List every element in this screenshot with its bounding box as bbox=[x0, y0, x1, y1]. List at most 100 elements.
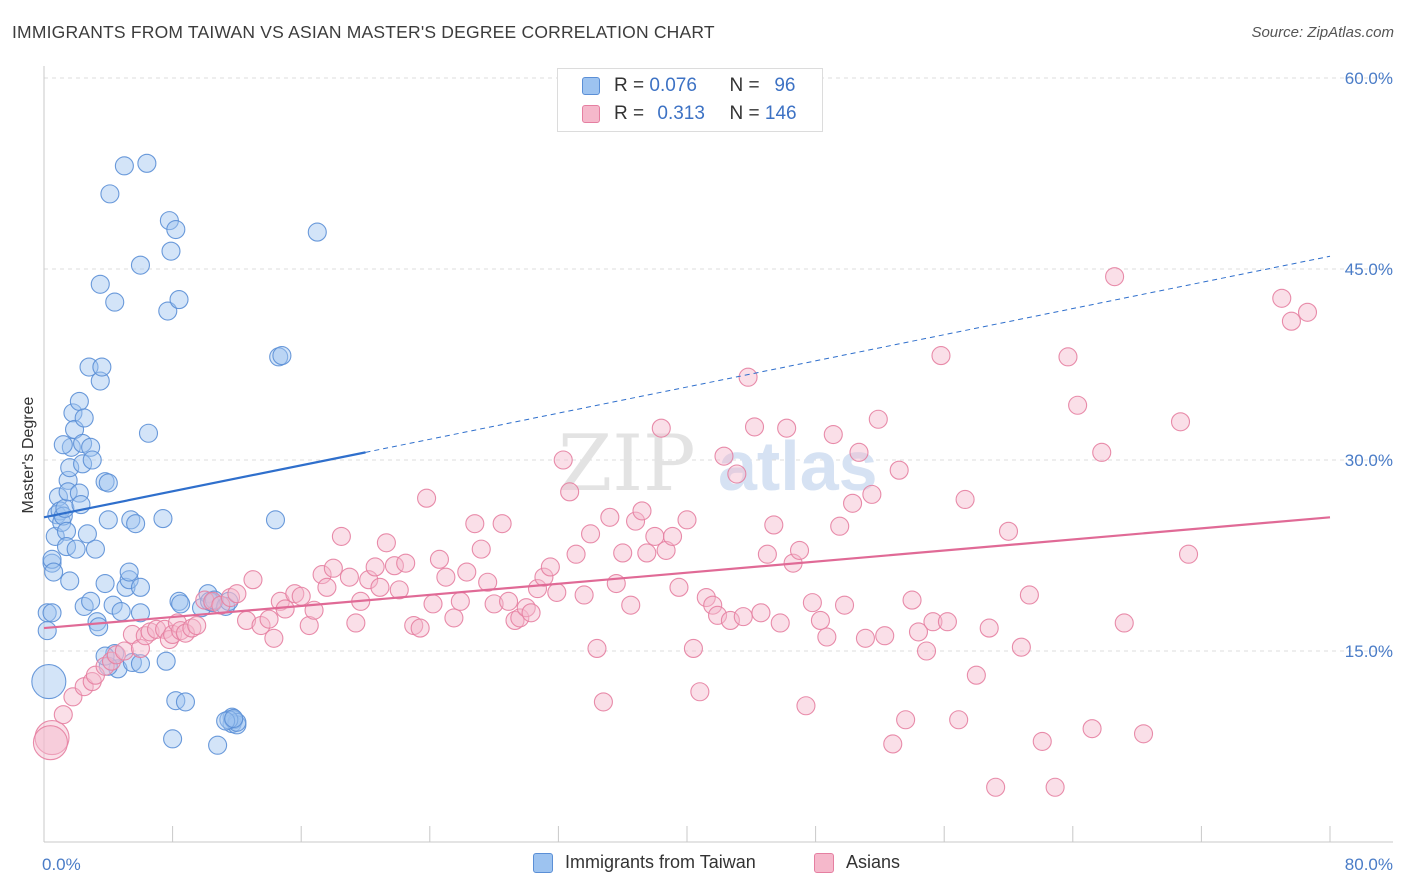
trend-line-taiwan bbox=[43, 451, 366, 519]
point-taiwan bbox=[44, 562, 64, 582]
point-taiwan bbox=[66, 539, 86, 559]
point-asians bbox=[843, 493, 863, 513]
point-taiwan bbox=[169, 290, 189, 310]
point-asians bbox=[465, 514, 485, 534]
point-asians bbox=[323, 558, 343, 578]
point-asians bbox=[626, 511, 646, 531]
point-taiwan bbox=[137, 153, 157, 173]
point-asians bbox=[751, 603, 771, 623]
point-taiwan bbox=[307, 222, 327, 242]
point-asians bbox=[389, 580, 409, 600]
point-asians bbox=[211, 595, 231, 615]
point-asians bbox=[547, 582, 567, 602]
legend: R = 0.076 N = 96 R = 0.313 N = 146 bbox=[557, 68, 823, 132]
point-asians bbox=[757, 544, 777, 564]
point-taiwan bbox=[95, 472, 115, 492]
point-asians bbox=[553, 450, 573, 470]
point-asians bbox=[499, 591, 519, 611]
point-asians bbox=[738, 367, 758, 387]
point-asians bbox=[830, 516, 850, 536]
point-asians bbox=[264, 628, 284, 648]
point-asians bbox=[291, 586, 311, 606]
point-asians bbox=[1281, 311, 1301, 331]
point-taiwan bbox=[42, 603, 62, 623]
data-points bbox=[31, 153, 1318, 797]
point-taiwan bbox=[114, 156, 134, 176]
trend-line-taiwan-extension bbox=[365, 255, 1331, 453]
x-tick-label-max: 80.0% bbox=[1345, 855, 1393, 874]
bottom-legend-swatch-asians bbox=[814, 853, 834, 873]
point-asians bbox=[1178, 544, 1199, 564]
point-asians bbox=[566, 544, 586, 564]
point-asians bbox=[339, 567, 359, 587]
legend-r-value: 0.076 bbox=[649, 75, 697, 96]
point-asians bbox=[955, 489, 975, 510]
point-taiwan bbox=[89, 617, 109, 637]
point-asians bbox=[656, 540, 676, 560]
point-taiwan bbox=[90, 371, 110, 391]
point-asians bbox=[478, 572, 498, 592]
point-asians bbox=[365, 557, 385, 577]
point-asians bbox=[1011, 637, 1031, 657]
point-taiwan bbox=[130, 654, 150, 674]
trend-line-asians bbox=[43, 516, 1331, 630]
point-asians bbox=[299, 615, 319, 636]
point-taiwan bbox=[74, 596, 94, 616]
legend-r-label: R = bbox=[614, 103, 645, 124]
point-taiwan bbox=[90, 274, 110, 294]
point-asians bbox=[417, 488, 437, 508]
point-asians bbox=[593, 692, 613, 712]
point-asians bbox=[32, 725, 68, 761]
point-taiwan bbox=[98, 510, 118, 530]
point-asians bbox=[733, 607, 753, 627]
point-taiwan bbox=[56, 521, 77, 541]
point-asians bbox=[916, 641, 937, 661]
legend-swatch-asians bbox=[582, 105, 600, 123]
point-asians bbox=[243, 570, 263, 590]
point-taiwan bbox=[204, 590, 224, 610]
point-asians bbox=[1019, 585, 1039, 605]
point-asians bbox=[600, 507, 620, 527]
point-asians bbox=[802, 593, 822, 613]
point-asians bbox=[560, 482, 580, 502]
point-taiwan bbox=[98, 473, 118, 493]
point-taiwan bbox=[53, 435, 73, 455]
point-taiwan bbox=[119, 570, 139, 590]
point-asians bbox=[251, 615, 271, 636]
point-asians bbox=[796, 696, 816, 716]
point-taiwan bbox=[156, 651, 176, 671]
point-asians bbox=[651, 418, 671, 438]
point-asians bbox=[1032, 731, 1052, 751]
point-asians bbox=[908, 622, 929, 642]
point-asians bbox=[471, 539, 491, 559]
point-asians bbox=[167, 613, 187, 633]
point-taiwan bbox=[63, 403, 83, 423]
point-taiwan bbox=[60, 458, 80, 478]
point-taiwan bbox=[265, 510, 286, 530]
point-asians bbox=[966, 665, 986, 685]
axis-labels: 15.0% 30.0% 45.0% 60.0% 0.0% 80.0% Master's De… bbox=[20, 69, 1393, 874]
y-tick-label: 15.0% bbox=[1345, 642, 1393, 661]
point-asians bbox=[580, 524, 601, 544]
point-taiwan bbox=[37, 621, 57, 641]
point-asians bbox=[937, 612, 957, 632]
point-asians bbox=[770, 613, 790, 633]
point-taiwan bbox=[31, 664, 67, 700]
point-taiwan bbox=[116, 577, 136, 597]
watermark-atlas: atlas bbox=[718, 427, 878, 505]
point-taiwan bbox=[111, 601, 131, 622]
point-taiwan bbox=[103, 595, 123, 615]
point-asians bbox=[632, 501, 652, 521]
legend-n-value: 96 bbox=[774, 75, 796, 96]
point-asians bbox=[744, 417, 765, 437]
point-asians bbox=[875, 626, 895, 646]
point-asians bbox=[849, 442, 869, 462]
point-asians bbox=[1114, 613, 1134, 633]
point-asians bbox=[1170, 412, 1191, 432]
point-asians bbox=[696, 587, 716, 608]
point-taiwan bbox=[163, 729, 183, 749]
y-axis-label: Master's Degree bbox=[20, 396, 37, 513]
point-asians bbox=[683, 638, 703, 659]
point-asians bbox=[923, 612, 943, 632]
point-asians bbox=[889, 460, 909, 480]
